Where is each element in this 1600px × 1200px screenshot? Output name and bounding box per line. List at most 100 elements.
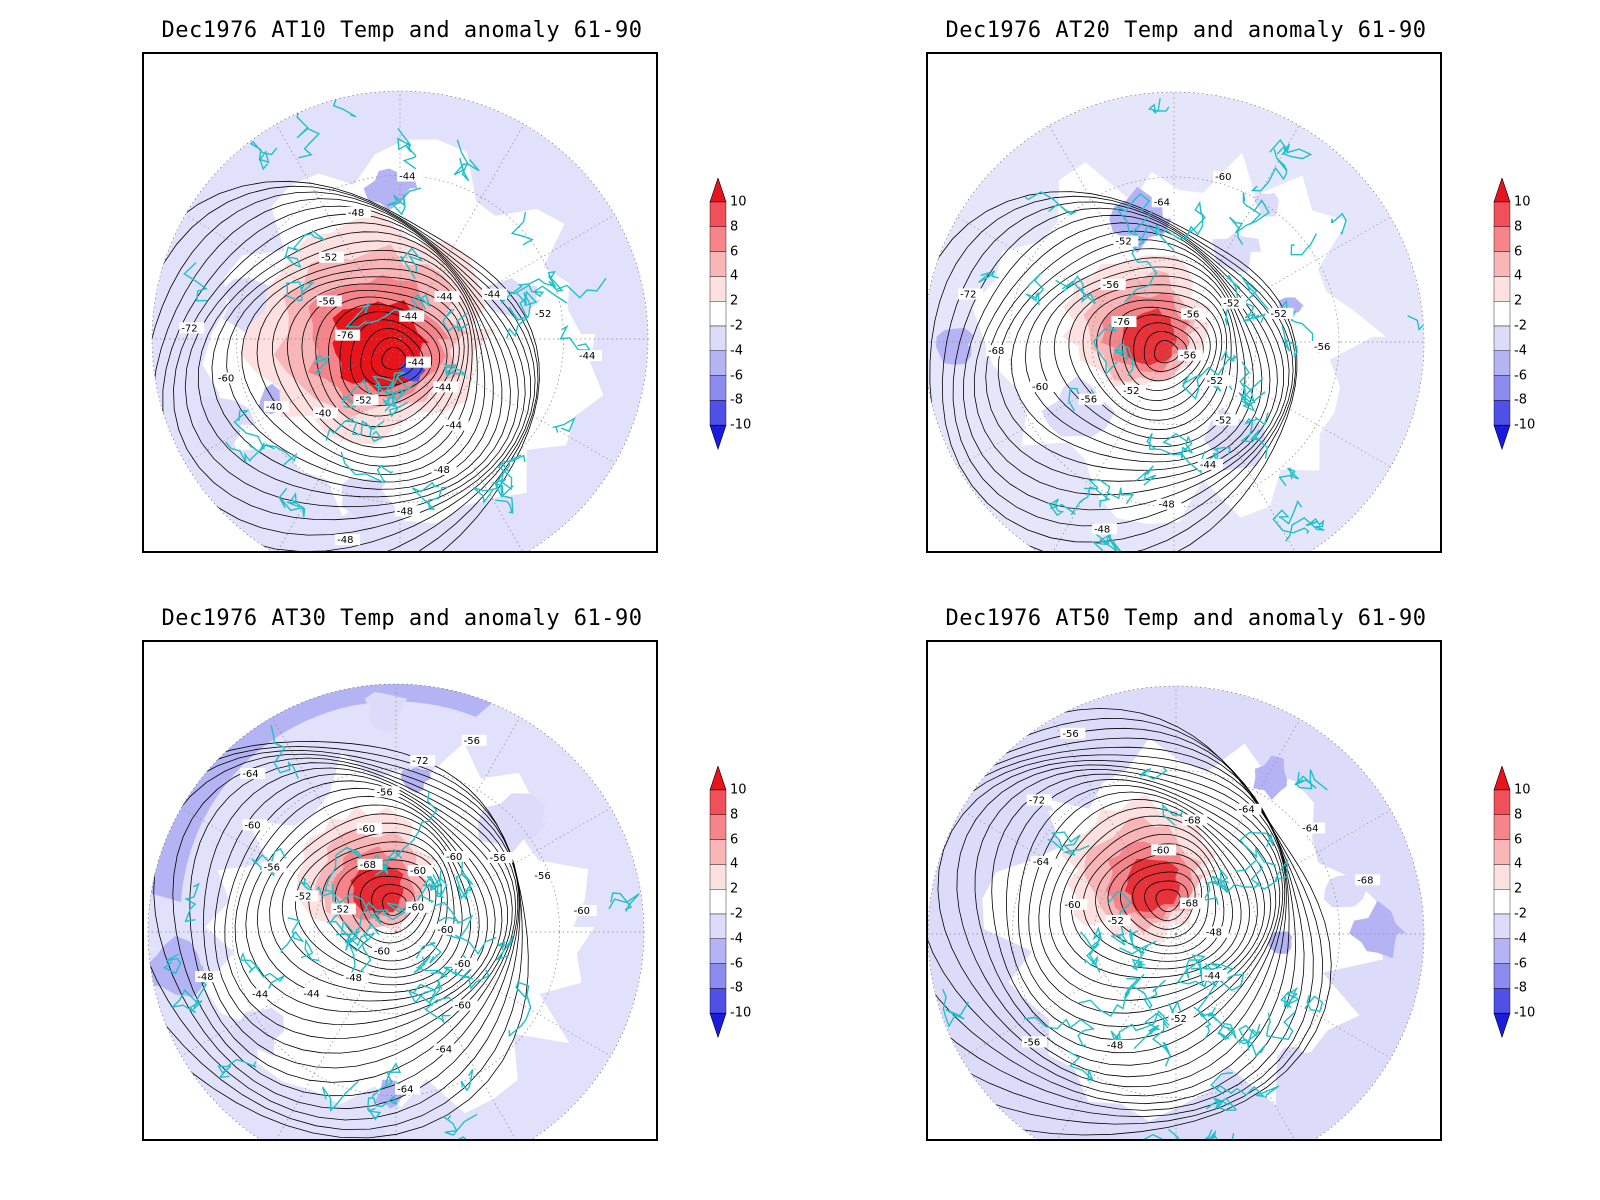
contour-label-bg: [1151, 196, 1177, 208]
contour-label: -52: [333, 905, 349, 916]
coastline: [1281, 325, 1298, 358]
coastline: [284, 230, 326, 268]
contour-label: -64: [1238, 805, 1254, 816]
colorbar-label: 2: [730, 881, 739, 897]
colorbar-swatch: [709, 375, 727, 401]
contour-label: -44: [408, 358, 424, 369]
contour-label-bg: [443, 419, 469, 431]
colorbar-label: 2: [1514, 293, 1523, 309]
anomaly-patch: [364, 692, 408, 733]
contour-label-bg: [335, 329, 361, 341]
colorbar-label: 6: [1514, 244, 1523, 260]
temperature-contour: [1095, 843, 1217, 955]
contour-label-bg: [986, 345, 1012, 357]
contour-label-bg: [452, 957, 478, 969]
polar-map: -56 -52 -52 -44 -48 -48 -52 -56 -60 -68 -72 -76 -56 -…: [926, 52, 1442, 553]
contour-label: -40: [266, 402, 282, 413]
colorbar-swatch: [1493, 814, 1511, 840]
coastline: [249, 140, 278, 171]
map-svg: -68 -48 -44 -52 -48 -56 -52 -60 -64 -72 -56 -60 -68 -…: [928, 685, 1425, 1139]
contour-label: -68: [1357, 875, 1373, 886]
coastline: [500, 454, 522, 498]
colorbar-arrow-bottom: [709, 1012, 727, 1039]
coastline: [1025, 272, 1044, 306]
coastline: [1185, 959, 1204, 986]
coastline: [978, 270, 999, 284]
coastline: [1272, 500, 1310, 534]
meridian-line: [395, 717, 521, 933]
contour-label: -68: [988, 346, 1004, 357]
anomaly-colorbar: 10 8 6 4 2 -2 -4 -6 -8 -10: [708, 178, 778, 458]
coastline: [424, 996, 461, 1023]
temperature-contour: [197, 231, 503, 498]
colorbar-label: 4: [730, 268, 739, 284]
colorbar-arrow-bottom: [1493, 1012, 1511, 1039]
coastline: [1240, 412, 1269, 459]
anomaly-colorbar: 10 8 6 4 2 -2 -4 -6 -8 -10: [1492, 178, 1562, 458]
contour-label: -76: [1114, 317, 1130, 328]
coastline: [298, 878, 334, 897]
coastline: [382, 791, 438, 871]
colorbar-swatch: [709, 300, 727, 327]
coastline: [1129, 929, 1146, 972]
coastline: [321, 1080, 359, 1112]
coastline: [547, 270, 607, 299]
contour-label: -60: [446, 852, 462, 863]
contour-label: -44: [1200, 460, 1216, 471]
meridian-line: [957, 341, 1175, 468]
coastline: [325, 417, 385, 441]
colorbar-label: 8: [1514, 807, 1523, 823]
coastline: [1239, 273, 1320, 353]
contour-label-bg: [1311, 340, 1337, 352]
contour-label: -60: [244, 820, 260, 831]
anomaly-patch: [231, 1007, 285, 1057]
temperature-contour: [941, 201, 1294, 543]
anomaly-patch: [1211, 232, 1261, 273]
contour-label-bg: [433, 1043, 459, 1055]
temperature-contour: [184, 222, 511, 508]
meridian-line: [1173, 216, 1391, 343]
colorbar-swatch: [1493, 913, 1511, 939]
meridian-line: [275, 124, 401, 340]
contour-label: -72: [960, 289, 976, 300]
coastline: [442, 308, 469, 333]
meridian-line: [399, 338, 615, 464]
coastline: [508, 981, 532, 1038]
colorbar-swatch: [1493, 201, 1511, 227]
contour-label: -56: [319, 296, 335, 307]
coastline: [559, 324, 591, 351]
colorbar-label: -10: [730, 1005, 752, 1021]
temperature-contour: [952, 207, 1290, 527]
contour-label-bg: [1221, 297, 1247, 309]
coastline: [1210, 1072, 1280, 1099]
colorbar-swatch: [709, 938, 727, 964]
map-svg: -44 -44 -44 -48 -48 -48 -52 -40 -40 -60 -72 -76 -56 -…: [151, 90, 649, 551]
contour-label-bg: [242, 819, 268, 831]
coastline: [1193, 966, 1228, 1017]
temperature-contour: [974, 768, 1284, 1066]
colorbar-label: -6: [730, 368, 743, 384]
contour-label-bg: [263, 401, 289, 413]
contour-label-bg: [394, 505, 420, 517]
contour-label: -76: [337, 331, 353, 342]
meridian-line: [1051, 719, 1177, 935]
coastline: [1198, 1007, 1216, 1040]
polar-map: -44 -44 -44 -48 -48 -48 -52 -40 -40 -60 -72 -76 -56 -…: [142, 52, 658, 553]
coastline: [491, 454, 526, 495]
contour-label: -64: [1302, 824, 1318, 835]
coastline: [163, 953, 182, 975]
coastline: [313, 354, 330, 374]
contour-label: -52: [1271, 309, 1287, 320]
coastline: [183, 262, 208, 302]
coastline: [1068, 1050, 1094, 1082]
colorbar-label: -4: [1514, 343, 1527, 359]
coastline: [1123, 210, 1158, 303]
coastline: [1203, 868, 1229, 905]
temperature-contour: [929, 195, 1297, 551]
meridian-line: [399, 338, 525, 551]
temperature-contour: [963, 214, 1284, 511]
temperature-contour: [928, 727, 1314, 1118]
anomaly-patch: [1253, 192, 1279, 217]
contour-label-bg: [316, 295, 342, 307]
temperature-contour: [928, 746, 1296, 1105]
